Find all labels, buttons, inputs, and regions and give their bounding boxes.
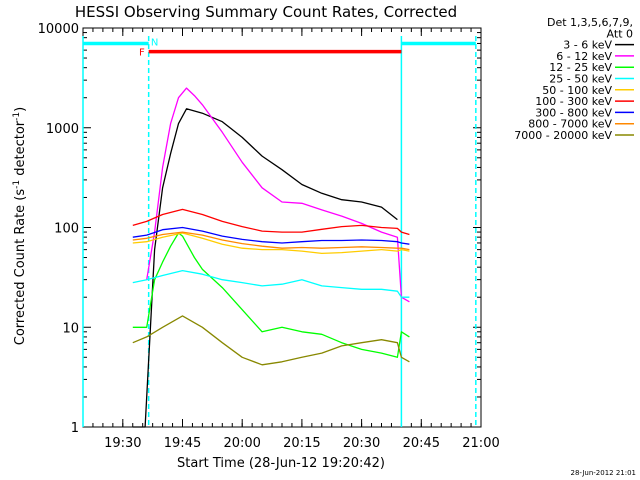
- series-line-0: [132, 108, 398, 428]
- x-axis-ticks: 19:30 19:45 20:00 20:15 20:30 20:45 21:00: [82, 28, 500, 451]
- y-tick-label: 1000: [46, 122, 79, 137]
- legend-label: 300 - 800 keV: [535, 106, 612, 119]
- y-tick-label: 1: [71, 421, 79, 436]
- series-line-3: [132, 269, 410, 298]
- legend-header: Det 1,3,5,6,7,9,: [547, 16, 633, 29]
- legend-label: 7000 - 20000 keV: [514, 129, 612, 142]
- x-tick-label: 20:45: [403, 436, 440, 451]
- legend-header: Att 0: [607, 27, 633, 40]
- series-line-6: [132, 226, 410, 245]
- series-line-1: [146, 87, 410, 303]
- series-line-5: [132, 208, 410, 236]
- y-tick-label: 100: [54, 222, 79, 237]
- flag-label: N: [151, 38, 158, 49]
- legend-label: 6 - 12 keV: [556, 50, 612, 63]
- flag-bars: FN: [83, 38, 476, 59]
- x-axis-label: Start Time (28-Jun-12 19:20:42): [177, 456, 385, 471]
- plot-frame: [82, 27, 482, 428]
- x-tick-label: 19:45: [164, 436, 201, 451]
- series-line-7: [132, 231, 410, 251]
- series-line-2: [132, 232, 410, 358]
- x-tick-label: 19:30: [104, 436, 141, 451]
- legend-label: 3 - 6 keV: [563, 39, 612, 52]
- legend-label: 50 - 100 keV: [542, 84, 612, 97]
- y-axis-ticks: 1 10 100 1000 10000: [38, 22, 481, 436]
- series-line-8: [132, 315, 410, 366]
- x-tick-label: 20:30: [343, 436, 380, 451]
- legend-label: 800 - 7000 keV: [528, 118, 612, 131]
- series-line-4: [132, 232, 410, 255]
- flag-label: F: [139, 48, 145, 59]
- x-tick-label: 20:15: [283, 436, 320, 451]
- legend-label: 25 - 50 keV: [549, 73, 612, 86]
- legend-label: 100 - 300 keV: [535, 95, 612, 108]
- y-axis-label: Corrected Count Rate (s-1 detector-1): [12, 107, 28, 345]
- y-tick-label: 10000: [38, 22, 79, 37]
- chart-title: HESSI Observing Summary Count Rates, Cor…: [75, 3, 457, 21]
- y-tick-label: 10: [62, 321, 79, 336]
- timestamp-label: 28-Jun-2012 21:01: [571, 469, 637, 477]
- series-lines: [132, 87, 410, 428]
- x-tick-label: 20:00: [223, 436, 260, 451]
- x-tick-label: 21:00: [462, 436, 499, 451]
- legend-label: 12 - 25 keV: [549, 61, 612, 74]
